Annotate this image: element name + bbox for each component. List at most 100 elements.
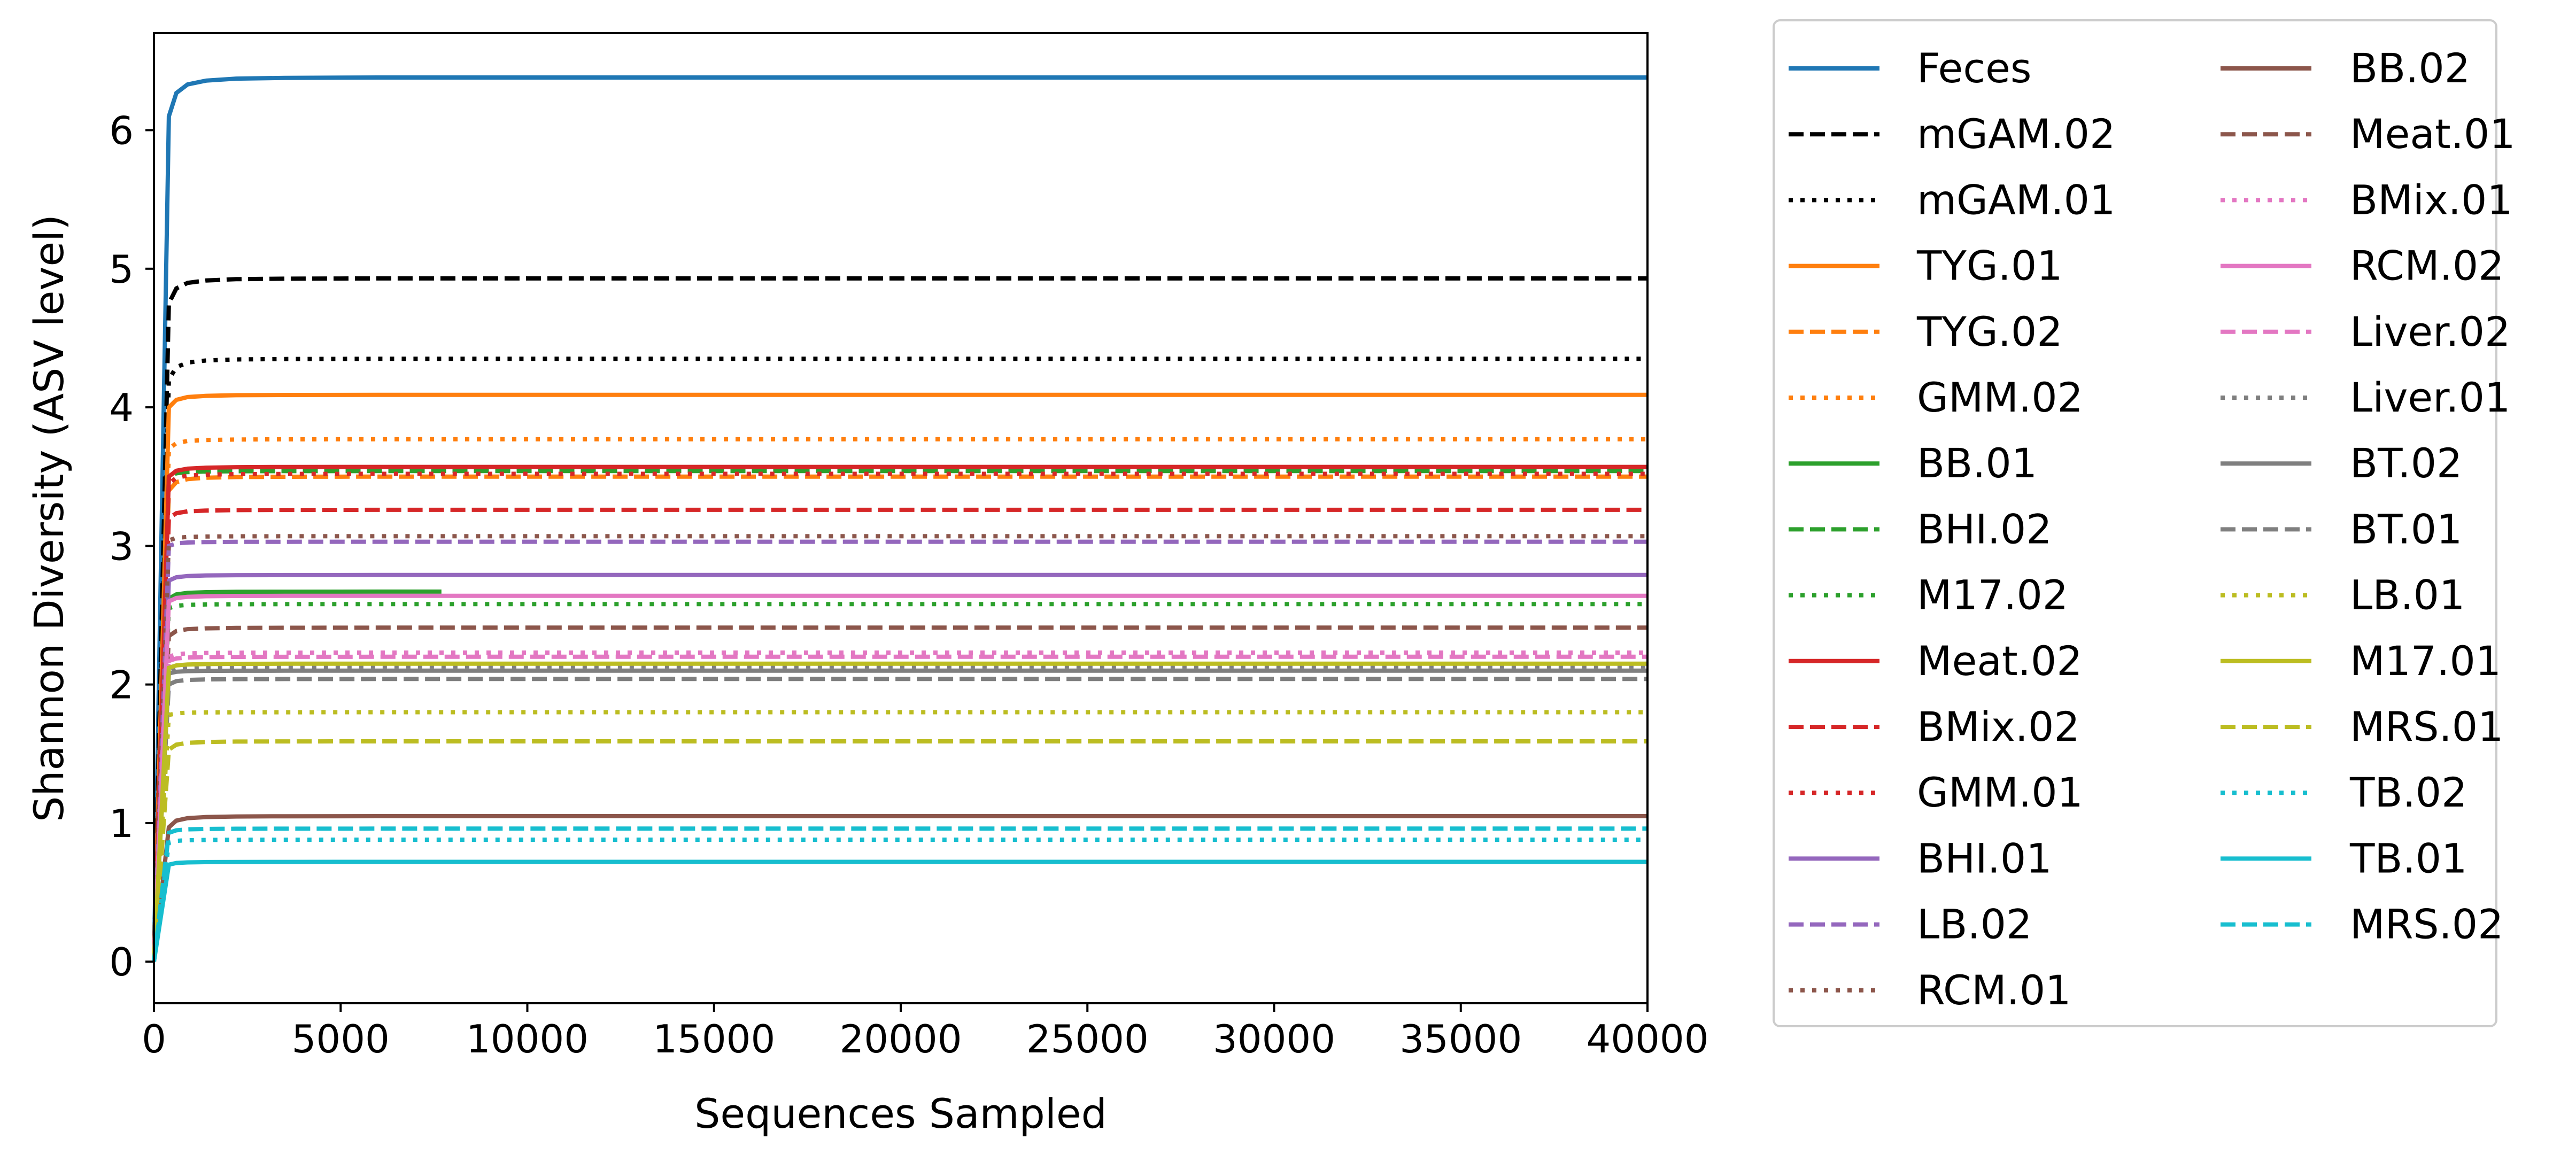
legend-label: GMM.02 [1917, 374, 2083, 421]
legend-label: mGAM.01 [1917, 176, 2115, 223]
legend-label: BB.01 [1917, 439, 2037, 487]
series-line-bb-01 [152, 589, 442, 962]
legend-label: BT.01 [2350, 505, 2462, 553]
x-tick-label: 30000 [1213, 1017, 1335, 1061]
y-tick-label: 1 [109, 801, 134, 846]
series-line-m17-01 [152, 661, 1647, 962]
series-line-mgam-01 [152, 357, 1647, 962]
series-line-bhi-01 [152, 572, 1647, 962]
legend-label: BHI.01 [1917, 834, 2052, 882]
series-line-bt-02 [152, 668, 1647, 962]
series-line-bhi-02 [152, 469, 1647, 962]
series-line-meat-01 [152, 625, 1647, 962]
x-tick-label: 35000 [1399, 1017, 1522, 1061]
x-axis-label: Sequences Sampled [694, 1090, 1107, 1137]
legend-label: RCM.01 [1917, 966, 2071, 1014]
series-line-lb-02 [152, 539, 1647, 962]
legend-label: mGAM.02 [1917, 110, 2115, 158]
legend-label: Liver.01 [2350, 374, 2510, 421]
series-line-bmix-01 [152, 650, 1647, 962]
legend-item: mGAM.02 [1789, 110, 2115, 158]
legend-label: LB.02 [1917, 901, 2032, 948]
legend-item: BB.01 [1789, 439, 2037, 487]
series-line-rcm-02 [152, 593, 1647, 962]
series-line-gmm-01 [152, 471, 1647, 962]
y-tick-label: 5 [109, 247, 134, 292]
series-line-mgam-02 [152, 276, 1647, 962]
series-line-tyg-01 [152, 392, 1647, 962]
x-tick-label: 10000 [466, 1017, 589, 1061]
x-tick-label: 5000 [292, 1017, 390, 1061]
legend-label: Feces [1917, 44, 2031, 92]
y-tick-label: 6 [109, 109, 134, 153]
legend-item: M17.02 [1789, 571, 2068, 619]
legend-item: RCM.01 [1789, 966, 2071, 1014]
series-line-rcm-01 [152, 534, 1647, 962]
legend-item: M17.01 [2221, 637, 2501, 685]
legend-frame [1773, 19, 2497, 1027]
legend-item: BT.01 [2221, 505, 2462, 553]
series-line-mrs-02 [152, 826, 1647, 962]
plot-lines [152, 75, 1647, 962]
y-tick-label: 4 [109, 385, 134, 430]
series-line-m17-02 [152, 602, 1647, 962]
legend-item: TB.02 [2221, 769, 2467, 816]
series-line-tb-01 [152, 859, 1647, 962]
series-line-mrs-01 [152, 739, 1647, 962]
legend-label: MRS.01 [2350, 703, 2504, 750]
legend-item: GMM.02 [1789, 374, 2083, 421]
legend-item: BB.02 [2221, 44, 2470, 92]
legend-item: BMix.02 [1789, 703, 2080, 750]
legend-item: LB.02 [1789, 901, 2032, 948]
x-tick-label: 0 [142, 1017, 166, 1061]
legend-item: BHI.02 [1789, 505, 2052, 553]
series-line-lb-01 [152, 710, 1647, 962]
x-tick-label: 15000 [653, 1017, 775, 1061]
legend-label: LB.01 [2350, 571, 2465, 619]
series-line-feces [152, 75, 1647, 962]
legend-label: GMM.01 [1917, 769, 2083, 816]
legend-label: BB.02 [2350, 44, 2470, 92]
legend-item: BHI.01 [1789, 834, 2052, 882]
legend-item: TB.01 [2221, 834, 2467, 882]
legend-item: GMM.01 [1789, 769, 2083, 816]
legend-label: M17.02 [1917, 571, 2068, 619]
y-axis-label: Shannon Diversity (ASV level) [25, 214, 73, 822]
series-line-meat-02 [152, 464, 1647, 962]
legend-label: Meat.02 [1917, 637, 2083, 685]
legend-items: Feces mGAM.02 mGAM.01 TYG.01 TYG.02 GMM.02 BB.… [1789, 44, 2516, 1014]
legend-item: LB.01 [2221, 571, 2465, 619]
legend-label: BHI.02 [1917, 505, 2052, 553]
legend-label: BT.02 [2350, 439, 2462, 487]
series-line-liver-02 [152, 654, 1647, 962]
legend-item: Feces [1789, 44, 2031, 92]
series-line-bmix-02 [152, 507, 1647, 962]
legend: Feces mGAM.02 mGAM.01 TYG.01 TYG.02 GMM.02 BB.… [1773, 19, 2516, 1027]
legend-item: Liver.01 [2221, 374, 2510, 421]
legend-item: MRS.01 [2221, 703, 2504, 750]
legend-item: MRS.02 [2221, 901, 2504, 948]
legend-label: Meat.01 [2350, 110, 2516, 158]
legend-label: TB.02 [2349, 769, 2467, 816]
legend-label: TYG.02 [1916, 308, 2063, 355]
legend-label: BMix.02 [1917, 703, 2080, 750]
legend-label: TYG.01 [1916, 242, 2063, 290]
legend-item: TYG.02 [1789, 308, 2063, 355]
y-tick-label: 2 [109, 663, 134, 708]
x-tick-label: 20000 [839, 1017, 962, 1061]
legend-item: BMix.01 [2221, 176, 2513, 223]
legend-label: BMix.01 [2350, 176, 2513, 223]
legend-label: TB.01 [2349, 834, 2467, 882]
series-line-tyg-02 [152, 474, 1647, 962]
legend-label: RCM.02 [2350, 242, 2504, 290]
legend-item: Liver.02 [2221, 308, 2510, 355]
legend-label: M17.01 [2350, 637, 2501, 685]
x-tick-label: 40000 [1586, 1017, 1708, 1061]
y-tick-label: 0 [109, 940, 134, 985]
legend-item: TYG.01 [1789, 242, 2063, 290]
legend-item: mGAM.01 [1789, 176, 2115, 223]
legend-label: MRS.02 [2350, 901, 2504, 948]
legend-label: Liver.02 [2350, 308, 2510, 355]
legend-item: RCM.02 [2221, 242, 2504, 290]
